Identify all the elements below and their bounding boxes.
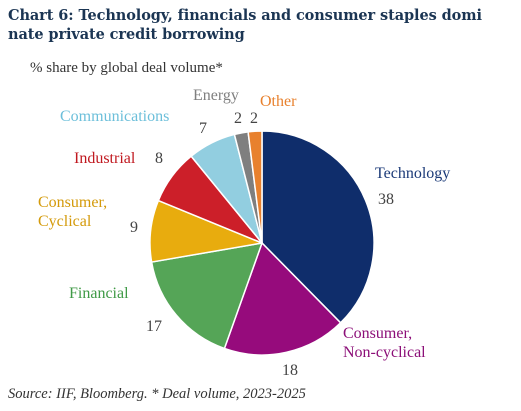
slice-value: 2 <box>234 110 242 127</box>
slice-value: 18 <box>282 362 298 379</box>
chart-title-line-2: nate private credit borrowing <box>8 26 245 43</box>
pie-chart: Technology Consumer, Non-cyclical Financial… <box>38 87 450 379</box>
slice-label: Financial <box>69 285 129 302</box>
pie-labels: Technology Consumer, Non-cyclical Financial… <box>38 87 450 361</box>
slice-label: Industrial <box>74 150 136 167</box>
pie-slice <box>261 130 375 324</box>
chart-title-line-1: Chart 6: Technology, financials and cons… <box>8 7 482 24</box>
pie-slice <box>247 130 263 244</box>
slice-label: Other <box>260 93 297 110</box>
slice-label: Consumer, Cyclical <box>38 194 107 230</box>
chart-source: Source: IIF, Bloomberg. * Deal volume, 2… <box>8 386 306 402</box>
pie-slice <box>150 242 263 350</box>
chart-subtitle: % share by global deal volume* <box>30 60 223 76</box>
slice-label: Energy <box>193 87 239 104</box>
slice-value: 7 <box>199 120 207 137</box>
slice-value: 38 <box>378 191 394 208</box>
pie-slices <box>149 130 375 356</box>
pie-values: 38 18 17 9 8 7 2 2 <box>130 110 394 379</box>
slice-value: 8 <box>155 150 163 167</box>
slice-label: Technology <box>375 165 450 182</box>
chart-title: Chart 6: Technology, financials and cons… <box>8 6 513 44</box>
slice-value: 2 <box>250 110 258 127</box>
slice-label: Communications <box>60 108 169 125</box>
slice-value: 17 <box>146 318 162 335</box>
slice-value: 9 <box>130 219 138 236</box>
slice-label: Consumer, Non-cyclical <box>343 325 426 361</box>
pie-slice <box>223 242 342 356</box>
